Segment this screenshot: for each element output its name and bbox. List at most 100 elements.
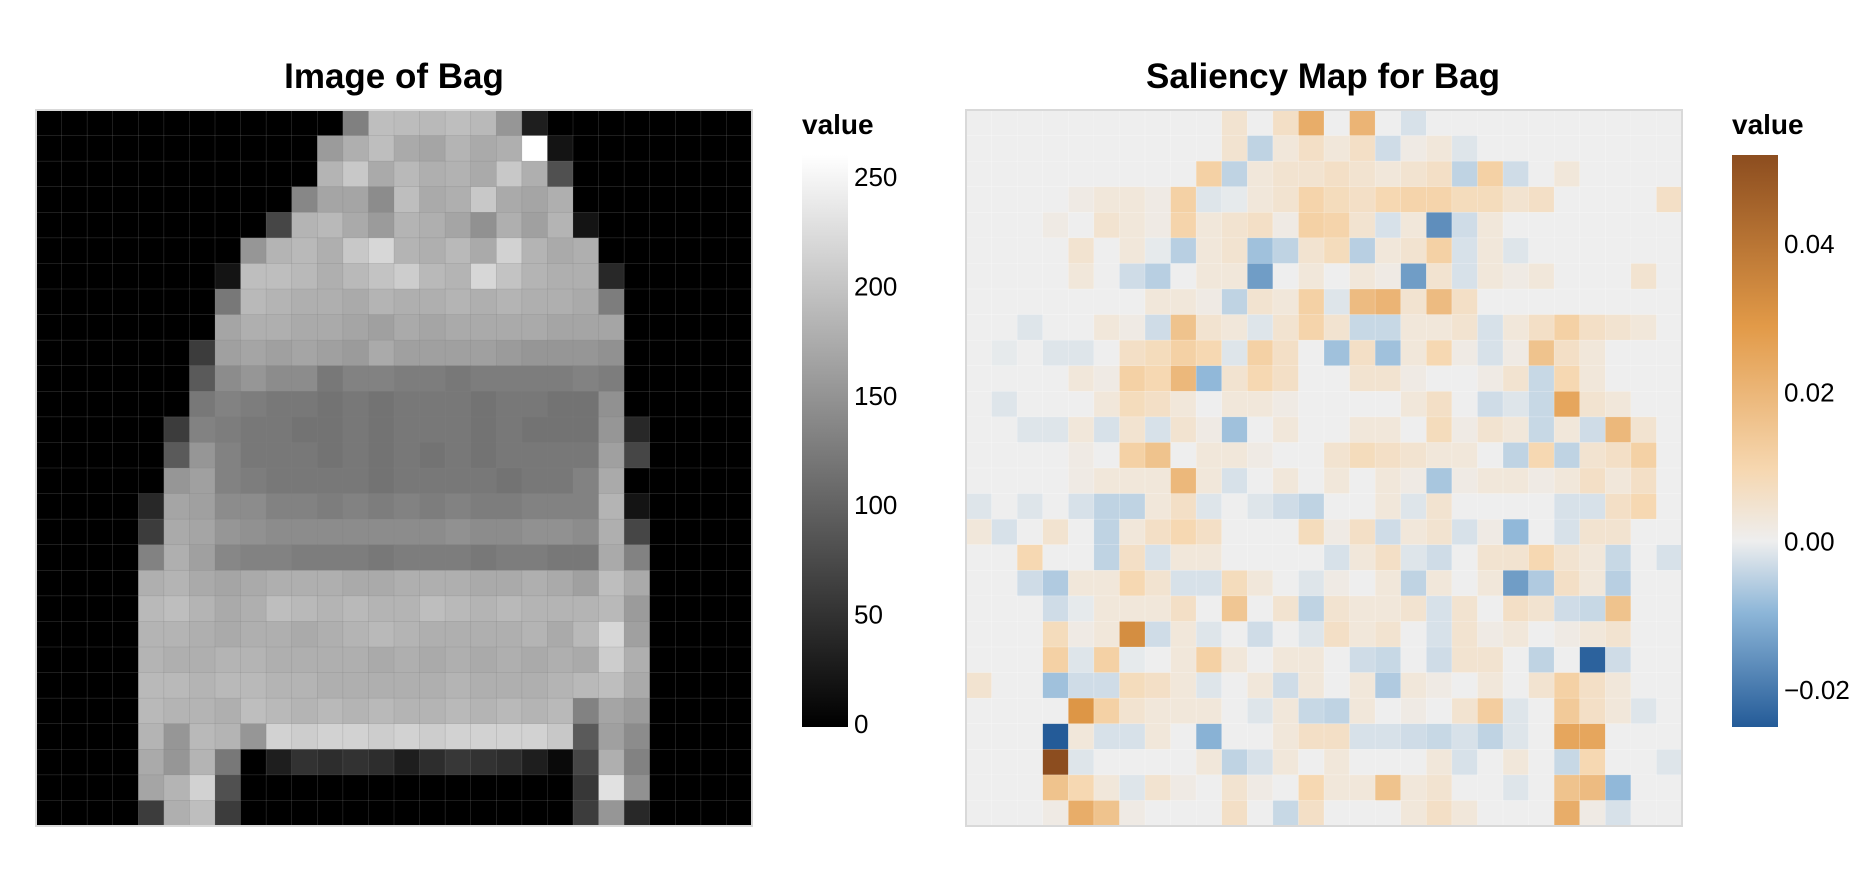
heatmap-cell <box>1323 723 1351 750</box>
heatmap-cell <box>86 365 114 392</box>
heatmap-cell <box>1119 672 1146 699</box>
heatmap-cell <box>1221 748 1248 776</box>
heatmap-cell <box>137 442 165 469</box>
heatmap-cell <box>649 569 676 597</box>
heatmap-cell <box>1425 109 1453 137</box>
image-legend-colorbar <box>802 155 848 727</box>
heatmap-cell <box>1144 493 1172 520</box>
heatmap-cell <box>674 595 702 623</box>
heatmap-cell <box>623 339 651 367</box>
heatmap-cell <box>726 442 753 469</box>
heatmap-cell <box>521 748 549 776</box>
heatmap-cell <box>1374 697 1402 725</box>
heatmap-cell <box>495 646 523 674</box>
heatmap-cell <box>444 160 472 188</box>
heatmap-cell <box>1374 621 1402 648</box>
heatmap-cell <box>1528 800 1555 827</box>
heatmap-cell <box>368 288 395 316</box>
heatmap-cell <box>1016 595 1044 623</box>
heatmap-cell <box>1323 186 1351 213</box>
heatmap-cell <box>1553 416 1581 444</box>
heatmap-cell <box>1604 160 1632 188</box>
heatmap-cell <box>1323 467 1351 495</box>
heatmap-cell <box>1477 339 1504 367</box>
heatmap-cell <box>1451 646 1479 674</box>
heatmap-cell <box>1298 697 1325 725</box>
heatmap-cell <box>1477 442 1504 469</box>
heatmap-cell <box>1067 518 1095 546</box>
heatmap-cell <box>86 263 114 290</box>
heatmap-cell <box>240 160 267 188</box>
heatmap-cell <box>1528 186 1555 213</box>
heatmap-cell <box>1656 211 1683 239</box>
heatmap-cell <box>1246 774 1274 802</box>
heatmap-cell <box>316 774 344 802</box>
heatmap-cell <box>265 595 293 623</box>
heatmap-cell <box>112 135 139 162</box>
heatmap-cell <box>316 621 344 648</box>
legend-tick-label: 50 <box>854 600 883 630</box>
heatmap-cell <box>547 774 574 802</box>
heatmap-cell <box>1016 237 1044 265</box>
heatmap-cell <box>1246 748 1274 776</box>
heatmap-cell <box>726 697 753 725</box>
heatmap-cell <box>1272 211 1300 239</box>
heatmap-cell <box>1349 748 1376 776</box>
heatmap-cell <box>1579 518 1606 546</box>
heatmap-cell <box>991 288 1018 316</box>
heatmap-cell <box>1195 263 1223 290</box>
heatmap-cell <box>137 339 165 367</box>
heatmap-cell <box>1400 748 1427 776</box>
heatmap-cell <box>1630 544 1658 571</box>
heatmap-cell <box>163 569 191 597</box>
heatmap-cell <box>470 314 497 341</box>
heatmap-cell <box>1272 237 1300 265</box>
heatmap-cell <box>1425 518 1453 546</box>
heatmap-cell <box>1630 135 1658 162</box>
heatmap-cell <box>726 160 753 188</box>
heatmap-cell <box>521 800 549 827</box>
heatmap-cell <box>1349 621 1376 648</box>
heatmap-cell <box>61 467 88 495</box>
heatmap-cell <box>700 211 728 239</box>
heatmap-cell <box>521 263 549 290</box>
heatmap-cell <box>1067 569 1095 597</box>
heatmap-cell <box>1246 544 1274 571</box>
heatmap-cell <box>342 442 370 469</box>
heatmap-cell <box>214 493 242 520</box>
heatmap-cell <box>700 621 728 648</box>
heatmap-cell <box>1195 544 1223 571</box>
heatmap-cell <box>1400 800 1427 827</box>
heatmap-cell <box>1272 160 1300 188</box>
heatmap-cell <box>1553 263 1581 290</box>
heatmap-cell <box>1144 569 1172 597</box>
heatmap-cell <box>598 339 625 367</box>
heatmap-cell <box>1272 339 1300 367</box>
heatmap-cell <box>649 621 676 648</box>
heatmap-cell <box>86 544 114 571</box>
heatmap-cell <box>1067 263 1095 290</box>
heatmap-cell <box>470 493 497 520</box>
heatmap-cell <box>1119 160 1146 188</box>
heatmap-cell <box>1630 416 1658 444</box>
heatmap-cell <box>86 135 114 162</box>
heatmap-cell <box>1272 263 1300 290</box>
heatmap-cell <box>1170 672 1197 699</box>
heatmap-cell <box>700 135 728 162</box>
heatmap-cell <box>1553 544 1581 571</box>
heatmap-cell <box>1528 442 1555 469</box>
heatmap-cell <box>1093 518 1121 546</box>
heatmap-cell <box>1119 314 1146 341</box>
heatmap-cell <box>214 774 242 802</box>
heatmap-cell <box>521 442 549 469</box>
heatmap-cell <box>1067 646 1095 674</box>
heatmap-cell <box>35 467 63 495</box>
heatmap-cell <box>393 544 421 571</box>
heatmap-cell <box>1170 237 1197 265</box>
heatmap-cell <box>1170 390 1197 418</box>
heatmap-cell <box>1042 748 1069 776</box>
heatmap-cell <box>316 544 344 571</box>
heatmap-cell <box>1144 288 1172 316</box>
heatmap-cell <box>291 160 318 188</box>
heatmap-cell <box>342 800 370 827</box>
